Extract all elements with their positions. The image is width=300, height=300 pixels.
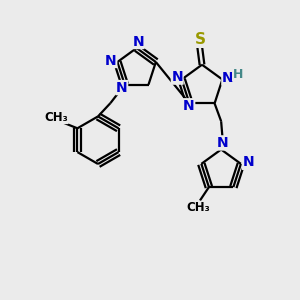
Text: N: N: [222, 71, 233, 85]
Text: N: N: [217, 136, 228, 150]
Text: S: S: [195, 32, 206, 47]
Text: CH₃: CH₃: [187, 201, 210, 214]
Text: H: H: [232, 68, 243, 81]
Text: N: N: [171, 70, 183, 84]
Text: CH₃: CH₃: [44, 110, 68, 124]
Text: N: N: [132, 34, 144, 49]
Text: N: N: [242, 155, 254, 170]
Text: N: N: [116, 81, 128, 94]
Text: N: N: [183, 99, 195, 113]
Text: N: N: [105, 53, 117, 68]
